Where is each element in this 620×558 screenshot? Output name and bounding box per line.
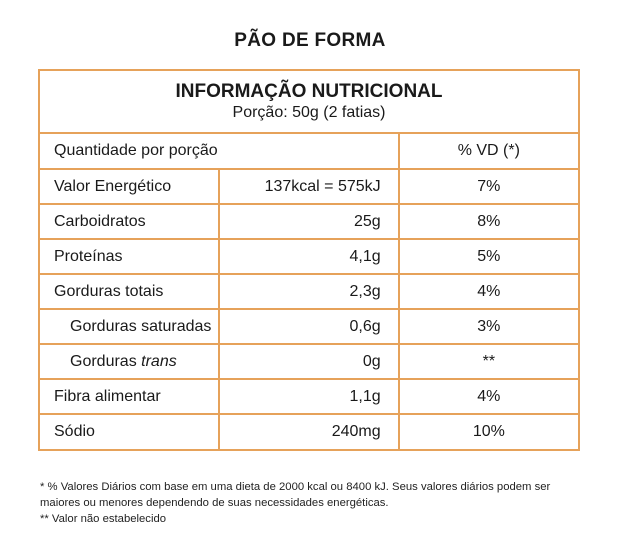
nutrient-dv: 4% xyxy=(398,379,578,415)
table-row: Sódio 240mg 10% xyxy=(40,414,578,449)
nutrient-name: Carboidratos xyxy=(40,204,221,240)
table-row: Valor Energético 137kcal = 575kJ 7% xyxy=(40,169,578,205)
panel-header: INFORMAÇÃO NUTRICIONAL Porção: 50g (2 fa… xyxy=(40,71,578,134)
nutrient-dv: ** xyxy=(398,344,578,380)
nutrient-name: Gorduras totais xyxy=(40,274,221,310)
dv-header: % VD (*) xyxy=(398,134,578,170)
nutrient-dv: 7% xyxy=(398,169,578,205)
nutrient-name: Sódio xyxy=(40,414,221,449)
table-row: Gorduras saturadas 0,6g 3% xyxy=(40,309,578,345)
nutrient-amount: 0g xyxy=(219,344,400,380)
nutrient-dv: 4% xyxy=(398,274,578,310)
nutrient-amount: 2,3g xyxy=(219,274,400,310)
table-row: Fibra alimentar 1,1g 4% xyxy=(40,379,578,415)
footnotes: * % Valores Diários com base em uma diet… xyxy=(40,479,585,527)
nutrient-dv: 8% xyxy=(398,204,578,240)
nutrient-amount: 25g xyxy=(219,204,400,240)
panel-title: INFORMAÇÃO NUTRICIONAL xyxy=(175,81,443,102)
nutrient-name: Valor Energético xyxy=(40,169,221,205)
nutrient-name-italic: trans xyxy=(141,352,177,370)
nutrient-name: Proteínas xyxy=(40,239,221,275)
portion-text: Porção: 50g (2 fatias) xyxy=(232,104,386,121)
nutrient-amount: 0,6g xyxy=(219,309,400,345)
nutrient-amount: 137kcal = 575kJ xyxy=(219,169,400,205)
table-header-row: Quantidade por porção % VD (*) xyxy=(40,134,578,170)
nutrient-name-prefix: Gorduras xyxy=(70,352,137,370)
nutrient-amount: 4,1g xyxy=(219,239,400,275)
nutrition-panel: INFORMAÇÃO NUTRICIONAL Porção: 50g (2 fa… xyxy=(38,69,580,451)
nutrient-dv: 10% xyxy=(472,423,505,440)
nutrient-amount: 1,1g xyxy=(219,379,400,415)
nutrient-name: Gorduras saturadas xyxy=(40,309,221,345)
footnote-dv: * % Valores Diários com base em uma diet… xyxy=(40,481,551,509)
table-row: Gorduras totais 2,3g 4% xyxy=(40,274,578,310)
quantity-header: Quantidade por porção xyxy=(40,134,400,170)
product-title: PÃO DE FORMA xyxy=(234,30,386,51)
nutrient-dv: 3% xyxy=(398,309,578,345)
nutrient-dv: 5% xyxy=(398,239,578,275)
footnote-not-established: ** Valor não estabelecido xyxy=(40,513,167,525)
nutrient-name: Fibra alimentar xyxy=(40,379,221,415)
table-row: Proteínas 4,1g 5% xyxy=(40,239,578,275)
table-row: Carboidratos 25g 8% xyxy=(40,204,578,240)
nutrient-amount: 240mg xyxy=(219,414,400,449)
nutrition-table: Quantidade por porção % VD (*) Valor Ene… xyxy=(40,134,578,449)
nutrient-name: Gorduras trans xyxy=(40,344,221,380)
table-row: Gorduras trans 0g ** xyxy=(40,344,578,380)
